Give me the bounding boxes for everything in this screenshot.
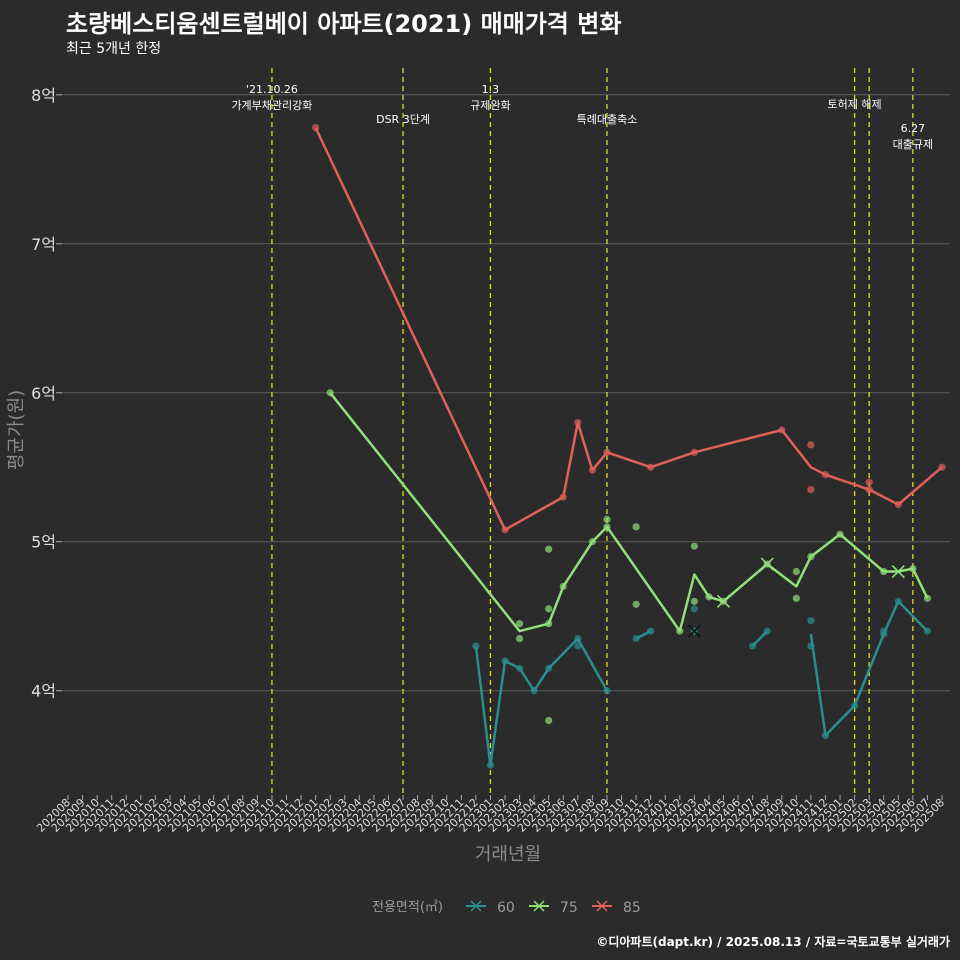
legend-key-x-60 — [470, 900, 482, 912]
data-point-85 — [588, 466, 597, 474]
x-marker-60 — [687, 624, 701, 638]
data-point-85 — [821, 471, 830, 479]
event-label: 6.27 — [901, 122, 926, 135]
series-line-75 — [329, 392, 929, 633]
data-point-60 — [603, 687, 611, 695]
event-label: '21.10.26 — [246, 83, 298, 96]
legend-label-75: 75 — [560, 900, 578, 916]
event-label: 토허제 해제 — [828, 97, 882, 111]
data-point-75 — [909, 564, 917, 573]
data-point-75 — [880, 567, 888, 576]
legend-key-x-85 — [596, 900, 608, 912]
data-point-60 — [515, 664, 524, 672]
data-point-75 — [515, 620, 524, 628]
data-point-75 — [632, 523, 640, 531]
data-point-60 — [923, 627, 932, 635]
data-point-85 — [501, 526, 509, 534]
data-point-75 — [545, 620, 553, 628]
data-point-75 — [676, 627, 684, 635]
data-point-60 — [880, 627, 888, 635]
data-point-60 — [530, 687, 538, 695]
data-point-60 — [807, 617, 815, 625]
data-point-75 — [792, 567, 800, 576]
series-line-60 — [474, 637, 609, 767]
data-point-75 — [545, 716, 553, 725]
data-point-75 — [632, 600, 640, 608]
legend-title: 전용면적(㎡) — [372, 900, 443, 915]
x-marker-75 — [760, 557, 774, 571]
data-point-60 — [851, 702, 859, 710]
data-point-85 — [574, 418, 582, 427]
legend-key-x-75 — [533, 900, 545, 912]
y-tick-label: 4억 — [31, 682, 56, 701]
data-point-60 — [574, 634, 582, 643]
data-point-85 — [778, 426, 786, 434]
x-marker-75 — [716, 594, 731, 608]
series-line-60 — [809, 600, 929, 737]
data-point-85 — [603, 448, 611, 456]
data-point-60 — [486, 761, 495, 769]
series-line-85 — [314, 127, 943, 532]
data-point-85 — [312, 123, 320, 132]
event-label: DSR 3단계 — [376, 113, 430, 126]
data-point-60 — [894, 597, 902, 605]
data-point-60 — [574, 642, 582, 650]
data-point-60 — [807, 642, 815, 650]
data-point-85 — [807, 441, 815, 449]
chart-subtitle: 최근 5개년 한정 — [66, 41, 162, 57]
data-point-75 — [690, 542, 698, 550]
x-axis-title: 거래년월 — [475, 844, 541, 865]
y-tick-label: 5억 — [31, 533, 56, 552]
data-point-85 — [938, 463, 946, 471]
data-point-60 — [472, 642, 480, 650]
data-point-75 — [603, 523, 611, 531]
data-point-60 — [647, 627, 655, 635]
legend-label-85: 85 — [623, 900, 641, 916]
x-marker-75 — [891, 564, 905, 579]
data-point-60 — [632, 634, 640, 643]
y-tick-label: 6억 — [31, 384, 56, 403]
data-point-75 — [923, 594, 932, 602]
data-point-75 — [836, 530, 844, 538]
data-point-85 — [894, 500, 902, 509]
event-label: 특례대출축소 — [577, 113, 638, 126]
event-label: 대출규제 — [893, 138, 933, 151]
data-point-85 — [559, 493, 567, 501]
data-point-75 — [603, 515, 611, 523]
event-label: 규제완화 — [470, 99, 510, 112]
data-point-75 — [545, 545, 553, 553]
y-axis-title: 평균가(원) — [6, 390, 27, 470]
data-point-60 — [821, 731, 830, 740]
data-point-75 — [588, 538, 597, 546]
data-point-60 — [501, 657, 509, 665]
data-point-75 — [807, 553, 815, 561]
data-point-60 — [749, 642, 757, 650]
data-point-75 — [559, 582, 567, 591]
chart-title: 초량베스티움센트럴베이 아파트(2021) 매매가격 변화 — [66, 10, 622, 38]
data-point-85 — [807, 485, 815, 494]
data-point-75 — [792, 594, 800, 602]
data-point-85 — [690, 448, 698, 456]
data-point-75 — [326, 389, 334, 397]
data-point-60 — [763, 627, 771, 635]
event-label: 1.3 — [482, 83, 500, 96]
data-point-75 — [705, 593, 713, 601]
y-tick-label: 8억 — [31, 86, 56, 105]
data-point-75 — [690, 597, 698, 605]
source-caption: ©디아파트(dapt.kr) / 2025.08.13 / 자료=국토교통부 실… — [596, 935, 950, 949]
data-point-75 — [515, 634, 524, 643]
data-point-85 — [865, 478, 873, 486]
data-point-85 — [647, 463, 655, 471]
y-tick-label: 7억 — [31, 235, 56, 254]
legend-label-60: 60 — [497, 900, 515, 916]
data-point-75 — [545, 605, 553, 613]
data-point-60 — [545, 664, 553, 672]
event-label: 가계부채관리강화 — [231, 99, 312, 112]
data-point-85 — [865, 485, 873, 494]
data-point-60 — [690, 605, 698, 613]
